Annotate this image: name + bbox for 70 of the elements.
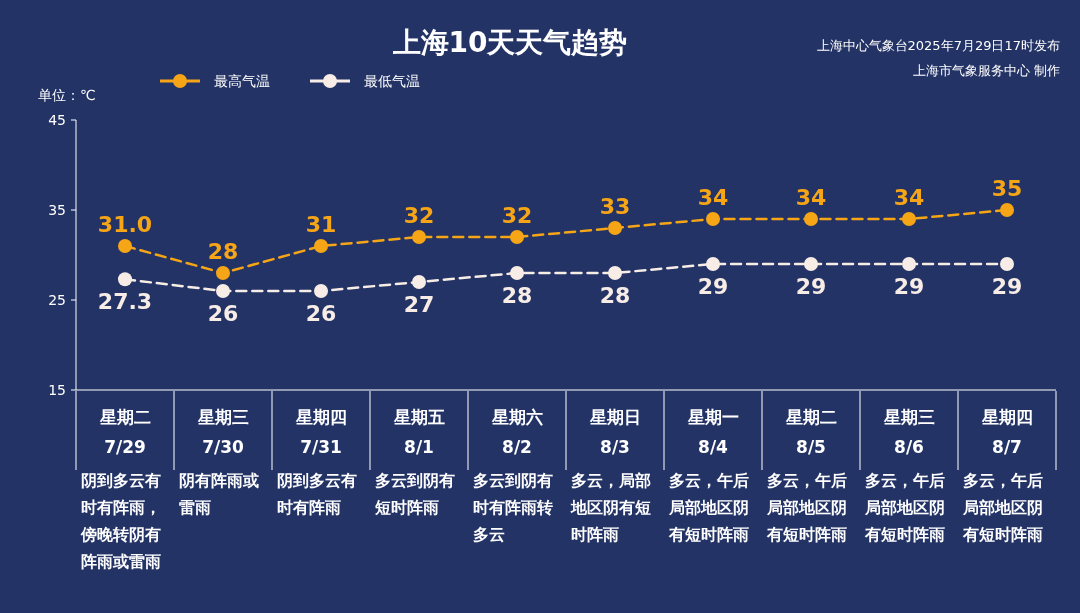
text: 上海市气象服务中心 制作 xyxy=(912,63,1060,78)
legend-label: 最低气温 xyxy=(364,73,420,89)
point xyxy=(216,266,230,280)
point xyxy=(608,266,622,280)
text: 多云，午后局部地区阴有短时阵雨 xyxy=(962,472,1043,544)
point xyxy=(510,266,524,280)
point xyxy=(804,257,818,271)
text: 多云，午后局部地区阴有短时阵雨 xyxy=(668,472,749,544)
point xyxy=(412,230,426,244)
point xyxy=(510,230,524,244)
x-tick-label: 星期四 8/7 xyxy=(980,407,1033,457)
x-tick-label: 星期日 8/3 xyxy=(588,407,641,457)
y-tick-label: 25 xyxy=(48,292,66,308)
data-label: 27.3 xyxy=(97,289,153,315)
text: 多云，局部地区阴有短时阵雨 xyxy=(570,472,651,544)
point xyxy=(216,284,230,298)
y-tick-label: 15 xyxy=(48,382,66,398)
data-label: 27 xyxy=(403,292,435,317)
data-label: 26 xyxy=(207,301,239,326)
data-label: 28 xyxy=(501,283,533,308)
data-label: 32 xyxy=(403,203,435,228)
text: 多云到阴有短时阵雨 xyxy=(374,472,455,517)
x-tick-label: 星期四 7/31 xyxy=(294,407,347,457)
data-label: 31.0 xyxy=(97,212,153,237)
point xyxy=(706,212,720,226)
x-tick-label: 星期三 8/6 xyxy=(882,407,935,457)
chart-title: 上海10天天气趋势 xyxy=(391,26,628,59)
text: 阴有阵雨或雷雨 xyxy=(179,472,259,517)
x-tick-label: 星期一 8/4 xyxy=(686,407,739,457)
point xyxy=(902,257,916,271)
text: 阴到多云有时有阵雨 xyxy=(277,472,357,517)
data-label: 35 xyxy=(991,176,1023,201)
data-label: 29 xyxy=(697,274,729,299)
text: 上海中心气象台2025年7月29日17时发布 xyxy=(816,38,1060,53)
text: 多云，午后局部地区阴有短时阵雨 xyxy=(864,472,945,544)
y-tick-label: 35 xyxy=(48,202,66,218)
y-axis-title: 单位：℃ xyxy=(38,87,96,103)
x-tick-label: 星期二 8/5 xyxy=(784,407,837,457)
data-label: 28 xyxy=(207,239,239,264)
point xyxy=(314,284,328,298)
data-label: 26 xyxy=(305,301,337,326)
x-tick-label: 星期六 8/2 xyxy=(490,407,543,457)
point xyxy=(804,212,818,226)
y-tick-label: 45 xyxy=(48,112,66,128)
point xyxy=(118,239,132,253)
text: 阴到多云有时有阵雨，傍晚转阴有阵雨或雷雨 xyxy=(80,472,161,571)
data-label: 34 xyxy=(697,185,729,210)
data-label: 29 xyxy=(893,274,925,299)
point xyxy=(314,239,328,253)
point xyxy=(902,212,916,226)
x-tick-label: 星期五 8/1 xyxy=(392,407,445,457)
point xyxy=(118,272,132,287)
legend-label: 最高气温 xyxy=(214,73,270,89)
data-label: 29 xyxy=(991,274,1023,299)
data-label: 32 xyxy=(501,203,533,228)
text: 多云，午后局部地区阴有短时阵雨 xyxy=(766,472,847,544)
data-label: 33 xyxy=(599,194,631,219)
data-label: 29 xyxy=(795,274,827,299)
point xyxy=(608,221,622,235)
x-tick-label: 星期二 7/29 xyxy=(98,407,151,457)
x-tick-label: 星期三 7/30 xyxy=(196,407,249,457)
data-label: 28 xyxy=(599,283,631,308)
point xyxy=(1000,257,1014,271)
text: 多云到阴有时有阵雨转多云 xyxy=(473,472,553,544)
point xyxy=(1000,203,1014,217)
point xyxy=(706,257,720,271)
data-label: 31 xyxy=(305,212,337,237)
point xyxy=(412,275,426,289)
data-label: 34 xyxy=(893,185,925,210)
data-label: 34 xyxy=(795,185,827,210)
